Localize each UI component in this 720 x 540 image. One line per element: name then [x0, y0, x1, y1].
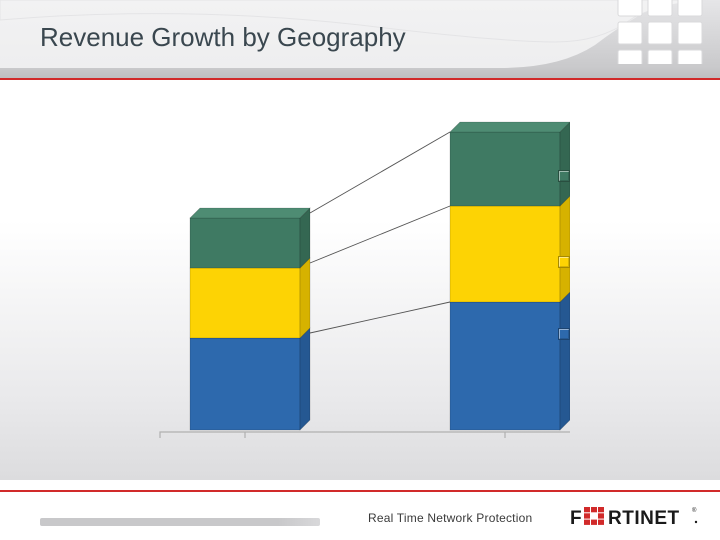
stacked-bar-chart: [150, 110, 570, 450]
footer-tagline: Real Time Network Protection: [368, 511, 532, 525]
svg-text:®: ®: [692, 507, 697, 514]
legend-swatch: [558, 170, 570, 182]
legend-swatch: [558, 256, 570, 268]
slide: Revenue Growth by Geography Real Time Ne…: [0, 0, 720, 540]
svg-text:F: F: [570, 508, 582, 529]
header-gray-band: [0, 68, 720, 78]
footer-accent-bar: [40, 518, 320, 526]
fortinet-logo: F RTINET ®: [570, 502, 700, 532]
svg-text:RTINET: RTINET: [608, 508, 680, 529]
slide-title: Revenue Growth by Geography: [40, 22, 406, 53]
legend-swatch: [558, 328, 570, 340]
corner-grid-icon: [610, 0, 720, 64]
footer: Real Time Network Protection F RTINET ®: [0, 492, 720, 540]
